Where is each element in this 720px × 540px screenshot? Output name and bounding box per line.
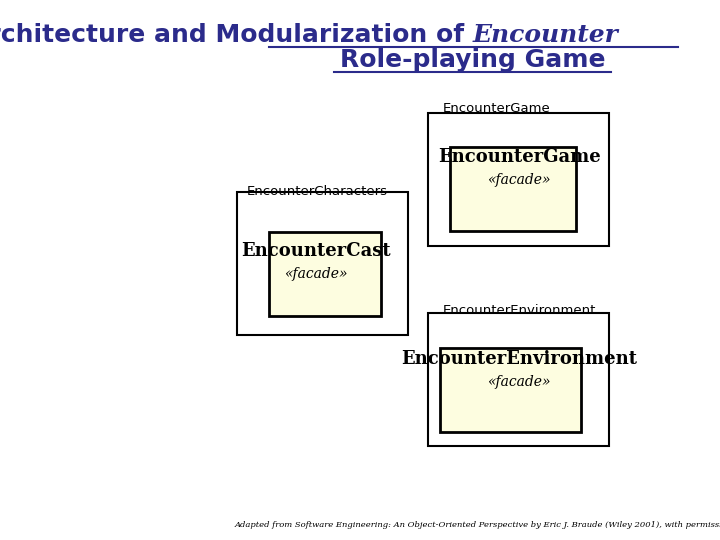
FancyBboxPatch shape (238, 192, 408, 335)
FancyBboxPatch shape (269, 232, 381, 316)
Text: «facade»: «facade» (284, 267, 348, 281)
FancyBboxPatch shape (450, 147, 577, 231)
FancyBboxPatch shape (428, 113, 608, 246)
Text: EncounterGame: EncounterGame (443, 102, 551, 115)
Text: EncounterCast: EncounterCast (242, 242, 391, 260)
FancyBboxPatch shape (440, 348, 581, 432)
Text: Encounter: Encounter (472, 23, 618, 47)
Text: Adapted from Software Engineering: An Object-Oriented Perspective by Eric J. Bra: Adapted from Software Engineering: An Ob… (235, 521, 720, 529)
Text: EncounterCharacters: EncounterCharacters (247, 185, 388, 198)
Text: EncounterGame: EncounterGame (438, 147, 601, 166)
Text: «facade»: «facade» (487, 375, 552, 389)
Text: Architecture and Modularization of: Architecture and Modularization of (0, 23, 472, 47)
Text: «facade»: «facade» (487, 173, 552, 187)
Text: Role-playing Game: Role-playing Game (340, 49, 606, 72)
Text: EncounterEnvironment: EncounterEnvironment (402, 350, 637, 368)
Text: EncounterEnvironment: EncounterEnvironment (443, 304, 596, 317)
FancyBboxPatch shape (428, 313, 608, 446)
